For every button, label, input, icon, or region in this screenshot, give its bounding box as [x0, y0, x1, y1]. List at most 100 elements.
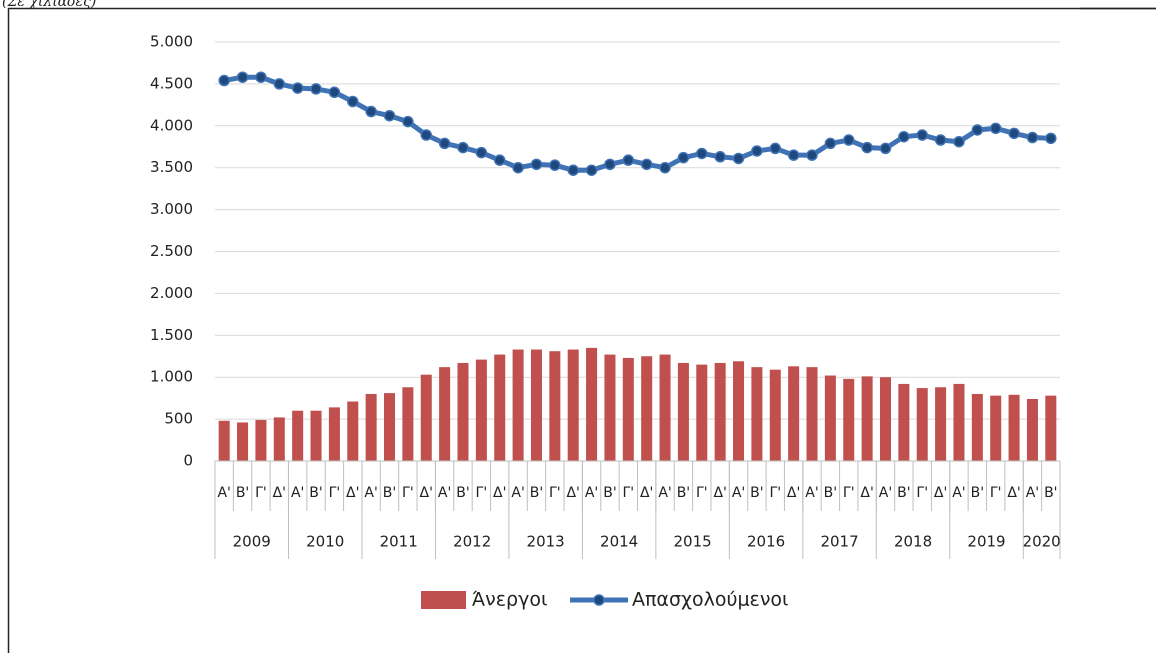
- y-tick-label: 500: [164, 410, 193, 428]
- marker: [310, 83, 322, 95]
- marker: [567, 164, 579, 176]
- x-tick-label: Δ': [566, 485, 579, 501]
- marker: [787, 149, 800, 161]
- x-tick-label: Β': [971, 485, 984, 501]
- x-group-label: 2015: [674, 533, 712, 551]
- marker: [218, 74, 230, 87]
- marker: [347, 95, 359, 108]
- bar: [696, 364, 708, 461]
- x-tick-label: Α': [805, 485, 818, 501]
- bar: [347, 401, 359, 461]
- y-tick-label: 1.000: [150, 368, 193, 386]
- bar: [971, 393, 983, 461]
- x-group-label: 2009: [233, 533, 271, 551]
- bar: [733, 361, 745, 461]
- x-tick-label: Γ': [990, 485, 1002, 501]
- x-tick-label: Δ': [420, 485, 433, 501]
- x-tick-label: Δ': [346, 485, 359, 501]
- bar: [788, 366, 800, 461]
- marker: [273, 78, 286, 90]
- x-group-label: 2014: [600, 533, 638, 551]
- x-tick-label: Β': [456, 485, 469, 501]
- bar: [384, 393, 396, 461]
- bar: [218, 420, 230, 461]
- legend-label: Άνεργοι: [472, 589, 547, 611]
- x-tick-label: Α': [364, 485, 377, 501]
- bar: [1008, 394, 1020, 461]
- x-tick-label: Δ': [787, 485, 800, 501]
- marker: [971, 124, 984, 136]
- marker: [640, 158, 653, 171]
- bar: [420, 374, 432, 461]
- x-tick-label: Γ': [843, 485, 855, 501]
- x-tick-label: Γ': [622, 485, 634, 501]
- marker: [457, 141, 469, 154]
- bar: [1026, 398, 1038, 461]
- x-tick-label: Γ': [769, 485, 781, 501]
- marker: [824, 137, 837, 150]
- x-tick-label: Α': [585, 485, 598, 501]
- x-tick-label: Β': [897, 485, 910, 501]
- marker: [751, 145, 763, 157]
- marker: [438, 137, 451, 150]
- bar: [457, 362, 469, 461]
- marker: [989, 122, 1002, 135]
- bar: [567, 349, 579, 461]
- x-tick-label: Α': [952, 485, 965, 501]
- marker: [677, 151, 690, 164]
- bar: [751, 367, 763, 461]
- x-tick-label: Α': [879, 485, 892, 501]
- marker: [861, 141, 873, 154]
- x-tick-label: Β': [530, 485, 543, 501]
- x-tick-label: Γ': [549, 485, 561, 501]
- marker: [1045, 132, 1057, 145]
- bar: [586, 347, 598, 461]
- marker: [1026, 131, 1039, 144]
- bar: [273, 417, 285, 461]
- x-tick-label: Α': [217, 485, 230, 501]
- bar: [237, 422, 249, 461]
- bar: [843, 378, 855, 461]
- marker: [696, 147, 708, 160]
- y-tick-label: 3.500: [150, 158, 193, 176]
- marker: [383, 109, 396, 122]
- x-group-label: 2016: [747, 533, 785, 551]
- x-tick-label: Γ': [696, 485, 708, 501]
- y-tick-label: 4.500: [150, 74, 193, 92]
- marker: [255, 71, 267, 83]
- marker: [291, 82, 304, 94]
- bar: [879, 377, 891, 461]
- marker: [604, 158, 616, 171]
- x-group-label: 2020: [1023, 533, 1061, 551]
- x-tick-label: Β': [824, 485, 837, 501]
- bar: [512, 349, 524, 461]
- x-tick-label: Δ': [493, 485, 506, 501]
- marker: [806, 149, 818, 161]
- bar: [824, 375, 836, 461]
- x-tick-label: Γ': [916, 485, 928, 501]
- bar: [806, 367, 818, 461]
- bar: [916, 388, 928, 461]
- marker: [236, 71, 249, 83]
- marker: [769, 142, 782, 155]
- subtitle: (Σε χιλιάδες): [2, 0, 96, 10]
- x-tick-label: Α': [658, 485, 671, 501]
- bar: [769, 369, 781, 461]
- marker: [916, 129, 928, 141]
- marker: [420, 129, 432, 141]
- bar: [1045, 395, 1057, 461]
- bar: [310, 410, 322, 461]
- marker: [512, 161, 524, 174]
- x-tick-label: Δ': [860, 485, 873, 501]
- x-tick-label: Δ': [640, 485, 653, 501]
- x-tick-label: Γ': [402, 485, 414, 501]
- x-tick-label: Β': [383, 485, 396, 501]
- marker: [879, 142, 892, 155]
- bar: [861, 376, 873, 461]
- bar: [935, 387, 947, 461]
- marker: [953, 135, 965, 148]
- marker: [328, 86, 341, 99]
- x-tick-label: Α': [511, 485, 524, 501]
- marker: [622, 154, 635, 166]
